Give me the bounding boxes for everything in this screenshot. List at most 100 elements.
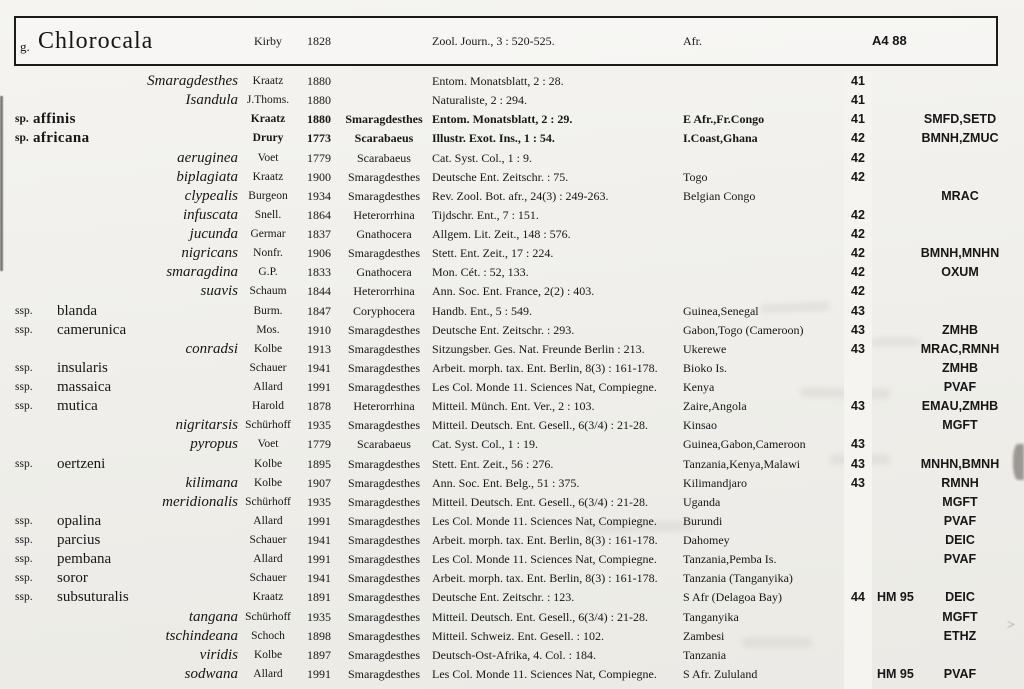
author: Mos.	[256, 323, 280, 336]
taxon-name: blanda	[57, 302, 97, 319]
year: 1779	[307, 150, 331, 165]
citation: Allgem. Lit. Zeit., 148 : 576.	[432, 227, 571, 241]
original-genus: Smaragdesthes	[348, 647, 420, 662]
author: Germar	[250, 228, 286, 240]
year: 1880	[307, 112, 331, 127]
author: Kolbe	[253, 457, 283, 470]
museum-codes: PVAF	[943, 666, 977, 681]
author: Schürhoff	[245, 419, 291, 432]
citation: Mitteil. Deutsch. Ent. Gesell., 6(3/4) :…	[432, 418, 648, 433]
author: Kraatz	[252, 170, 284, 183]
original-genus: Gnathocera	[356, 227, 412, 241]
table-row: sodwana Allard 1991 Smaragdesthes Les Co…	[0, 664, 1024, 689]
citation: Stett. Ent. Zeit., 56 : 276.	[432, 456, 554, 471]
year: 1991	[307, 552, 331, 567]
citation: Mitteil. Schweiz. Ent. Gesell. : 102.	[432, 628, 604, 643]
table-row: ssp. blanda Burm. 1847 Coryphocera Handb…	[0, 301, 1024, 689]
citation: Les Col. Monde 11. Sciences Nat, Compieg…	[432, 552, 657, 567]
author: Voet	[257, 151, 279, 164]
year: 1878	[307, 399, 331, 414]
table-row: ssp. pembana Allard 1991 Smaragdesthes L…	[0, 550, 1024, 689]
scan-edge-artifact	[0, 96, 3, 271]
year: 1895	[307, 456, 331, 471]
author: Schauer	[249, 361, 287, 374]
distribution: E Afr.,Fr.Congo	[683, 112, 765, 127]
taxon-name: parcius	[57, 532, 101, 548]
museum-codes: MGFT	[942, 494, 978, 509]
year: 1880	[307, 93, 331, 108]
taxon-name: meridionalis	[162, 493, 238, 510]
distribution: S Afr (Delagoa Bay)	[683, 590, 782, 605]
table-row: meridionalis Schürhoff 1935 Smaragdesthe…	[0, 492, 1024, 689]
author: Allard	[253, 553, 283, 566]
citation: Les Col. Monde 11. Sciences Nat, Compieg…	[432, 666, 657, 681]
citation: Entom. Monatsblatt, 2 : 28.	[432, 74, 564, 88]
year: 1907	[307, 475, 331, 490]
taxon-name: suavis	[200, 283, 239, 300]
distribution: S Afr. Zululand	[683, 666, 758, 681]
original-genus: Smaragdesthes	[348, 533, 420, 547]
year: 1900	[307, 169, 331, 184]
year: 1844	[307, 284, 331, 299]
original-genus: Smaragdesthes	[348, 552, 420, 567]
taxon-name: nigricans	[181, 245, 238, 262]
original-genus: Scarabaeus	[357, 150, 411, 165]
year: 1833	[307, 265, 331, 280]
distribution: Kenya	[683, 380, 715, 394]
original-genus: Smaragdesthes	[348, 590, 420, 605]
original-genus: Smaragdesthes	[348, 475, 420, 490]
taxon-name: conradsi	[185, 340, 239, 357]
original-genus: Smaragdesthes	[348, 322, 420, 337]
original-genus: Scarabaeus	[354, 131, 414, 146]
taxon-name: opalina	[57, 512, 102, 529]
genus-citation: Zool. Journ., 3 : 520-525.	[432, 34, 555, 48]
author: Kolbe	[253, 476, 283, 489]
year: 1935	[307, 418, 331, 433]
scan-edge-artifact	[1013, 444, 1024, 480]
genus-row: g. Chlorocala Kirby 1828 Zool. Journ., 3…	[0, 16, 1024, 66]
original-genus: Heterorrhina	[353, 284, 415, 299]
author: Burm.	[253, 304, 283, 317]
original-genus: Smaragdesthes	[348, 188, 420, 203]
taxon-name: kilimana	[185, 474, 239, 491]
genus-header-box	[14, 16, 998, 66]
rank-label: ssp.	[15, 361, 33, 374]
author: Allard	[253, 667, 283, 680]
author: Harold	[252, 400, 284, 413]
year: 1913	[307, 341, 331, 356]
museum-codes: DEIC	[945, 533, 975, 547]
author: Allard	[253, 514, 283, 527]
citation: Entom. Monatsblatt, 2 : 29.	[432, 112, 573, 127]
taxon-name: Isandula	[185, 92, 239, 109]
year: 1906	[307, 246, 331, 261]
author: J.Thoms.	[246, 94, 290, 107]
original-genus: Smaragdesthes	[348, 169, 420, 184]
citation: Deutsch-Ost-Afrika, 4. Col. : 184.	[432, 647, 596, 662]
table-row: ssp. oertzeni Kolbe 1895 Smaragdesthes S…	[0, 454, 1024, 689]
taxon-name: camerunica	[57, 321, 127, 338]
taxon-name: africana	[33, 130, 90, 147]
table-row: conradsi Kolbe 1913 Smaragdesthes Sitzun…	[0, 339, 1024, 689]
citation: Arbeit. morph. tax. Ent. Berlin, 8(3) : …	[432, 360, 658, 375]
distribution: Gabon,Togo (Cameroon)	[683, 322, 804, 337]
scan-edge-artifact: >	[1007, 618, 1015, 633]
original-genus: Heterorrhina	[353, 399, 415, 414]
table-row: ssp. opalina Allard 1991 Smaragdesthes L…	[0, 511, 1024, 689]
table-row: smaragdina G.P. 1833 Gnathocera Mon. Cét…	[0, 263, 1024, 689]
museum-codes: SMFD,SETD	[923, 112, 997, 127]
museum-codes: OXUM	[941, 265, 979, 280]
year: 1880	[307, 74, 331, 88]
table-row: sp. africana Drury 1773 Scarabaeus Illus…	[0, 129, 1024, 689]
citation: Ann. Soc. Ent. France, 2(2) : 403.	[432, 284, 595, 299]
citation: Handb. Ent., 5 : 549.	[432, 303, 532, 318]
genus-distribution: Afr.	[683, 34, 702, 48]
taxon-name: subsuturalis	[57, 589, 129, 606]
table-row: kilimana Kolbe 1907 Smaragdesthes Ann. S…	[0, 473, 1024, 689]
museum-codes: PVAF	[943, 380, 977, 394]
year: 1941	[307, 533, 331, 547]
table-row: pyropus Voet 1779 Scarabaeus Cat. Syst. …	[0, 435, 1024, 689]
original-genus: Heterorrhina	[353, 207, 415, 222]
author: Nonfr.	[253, 247, 283, 260]
distribution: Guinea,Senegal	[683, 303, 759, 318]
